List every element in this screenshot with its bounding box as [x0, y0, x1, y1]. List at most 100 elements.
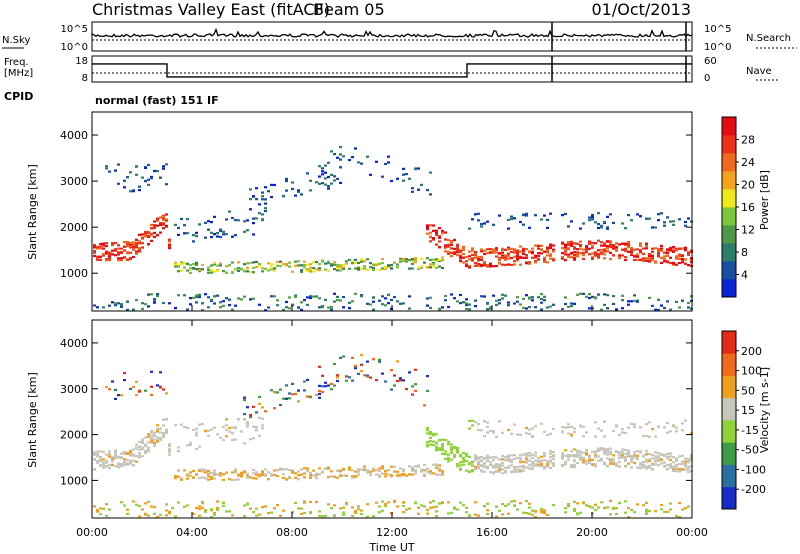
echo-cell [111, 463, 114, 466]
echo-cell [447, 243, 450, 246]
echo-cell [207, 296, 210, 299]
echo-cell [270, 511, 273, 514]
echo-cell [438, 502, 441, 505]
echo-cell [258, 475, 261, 478]
echo-cell [531, 461, 534, 464]
echo-cell [456, 508, 459, 511]
colorbar-swatch [722, 375, 736, 399]
echo-cell [480, 429, 483, 432]
echo-cell [582, 222, 585, 225]
echo-cell [657, 250, 660, 254]
echo-cell [540, 244, 543, 247]
echo-cell [618, 243, 621, 246]
echo-cell [267, 478, 270, 481]
colorbar-swatch [722, 442, 736, 465]
echo-cell [615, 246, 618, 249]
echo-cell [525, 512, 528, 515]
echo-cell [447, 440, 450, 443]
echo-cell [540, 422, 543, 425]
echo-cell [600, 457, 603, 460]
echo-cell [165, 503, 168, 506]
echo-cell [114, 242, 117, 245]
echo-cell [486, 251, 489, 255]
echo-cell [138, 250, 141, 253]
echo-cell [537, 254, 540, 257]
echo-cell [252, 261, 255, 264]
echo-cell [324, 298, 327, 301]
echo-cell [630, 248, 633, 251]
echo-cell [507, 459, 510, 463]
echo-cell [543, 295, 546, 298]
echo-cell [462, 301, 465, 304]
echo-cell [552, 451, 555, 454]
echo-cell [342, 474, 345, 477]
echo-cell [414, 368, 417, 371]
echo-cell [279, 403, 282, 407]
echo-cell [150, 370, 153, 373]
echo-cell [570, 244, 573, 247]
echo-cell [621, 242, 624, 245]
echo-cell [195, 427, 198, 430]
echo-cell [366, 302, 369, 305]
echo-cell [453, 506, 456, 509]
echo-cell [291, 469, 294, 472]
echo-cell [108, 251, 111, 254]
noise-traces [91, 22, 693, 51]
echo-cell [138, 452, 141, 455]
echo-cell [318, 263, 321, 266]
echo-cell [594, 465, 597, 468]
echo-cell [135, 165, 138, 168]
echo-cell [183, 232, 186, 235]
echo-cell [255, 477, 258, 480]
echo-cell [426, 304, 429, 307]
echo-cell [117, 247, 120, 250]
echo-cell [510, 215, 513, 218]
echo-cell [378, 505, 381, 508]
echo-cell [471, 259, 474, 262]
echo-cell [288, 468, 291, 472]
echo-cell [678, 470, 681, 473]
echo-cell [162, 432, 165, 435]
echo-cell [390, 388, 393, 391]
echo-cell [645, 242, 648, 245]
echo-cell [150, 393, 153, 397]
echo-cell [435, 515, 438, 518]
echo-cell [633, 451, 636, 454]
echo-cell [258, 473, 261, 476]
echo-cell [588, 293, 591, 296]
echo-cell [153, 301, 156, 304]
echo-cell [522, 511, 525, 514]
echo-cell [642, 465, 645, 468]
echo-cell [297, 474, 300, 477]
echo-cell [102, 247, 105, 250]
freq-right-tick-bottom: 0 [704, 73, 710, 84]
echo-cell [687, 468, 690, 471]
echo-cell [207, 306, 210, 309]
echo-cell [456, 254, 459, 257]
echo-cell [597, 449, 600, 452]
echo-cell [225, 233, 228, 236]
echo-cell [549, 253, 552, 256]
echo-cell [441, 470, 444, 473]
echo-cell [318, 165, 321, 168]
echo-cell [510, 459, 513, 462]
echo-cell [645, 501, 648, 504]
echo-cell [474, 454, 477, 457]
echo-cell [579, 240, 582, 243]
echo-cell [453, 445, 456, 448]
echo-cell [333, 263, 336, 266]
echo-cell [261, 198, 264, 201]
echo-cell [93, 246, 96, 249]
echo-cell [642, 247, 645, 250]
echo-cell [474, 305, 477, 308]
echo-cell [597, 447, 600, 450]
cpid-label: CPID [4, 90, 33, 103]
echo-cell [684, 457, 687, 460]
echo-cell [564, 246, 567, 249]
echo-cell [432, 440, 435, 443]
echo-cell [135, 443, 138, 446]
echo-cell [429, 440, 432, 443]
echo-cell [147, 163, 150, 167]
echo-cell [147, 450, 150, 453]
echo-cell [153, 431, 156, 434]
